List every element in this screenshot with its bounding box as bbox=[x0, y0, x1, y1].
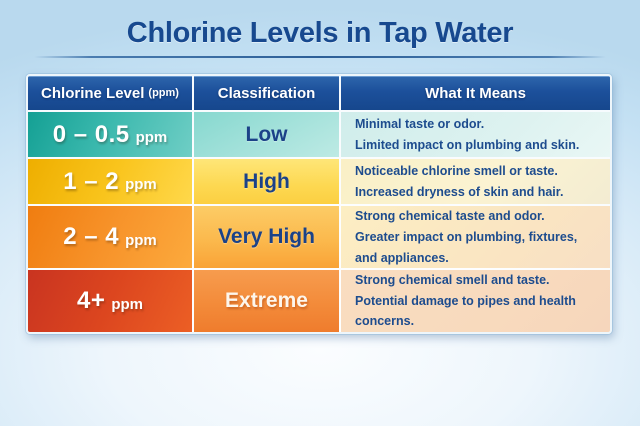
level-unit: ppm bbox=[111, 295, 144, 313]
column-header-chlorine-level-label: Chlorine Level bbox=[41, 84, 145, 102]
level-unit: ppm bbox=[125, 176, 157, 194]
column-header-classification-label: Classification bbox=[217, 84, 316, 102]
meaning-line: Increased dryness of skin and hair. bbox=[355, 184, 564, 199]
column-header-ppm-unit: (ppm) bbox=[148, 87, 179, 99]
table-row-high-classification-cell: High bbox=[194, 159, 339, 205]
column-header-what-it-means: What It Means bbox=[341, 76, 610, 110]
table-row-very-high-meaning-cell: Strong chemical taste and odor. Greater … bbox=[341, 206, 610, 269]
meaning-line: Minimal taste or odor. bbox=[355, 116, 485, 131]
classification-value: Low bbox=[245, 122, 288, 146]
table-row-low-classification-cell: Low bbox=[194, 112, 339, 158]
table-row-low-meaning-cell: Minimal taste or odor. Limited impact on… bbox=[341, 112, 610, 158]
table-row-very-high-classification-cell: Very High bbox=[194, 206, 339, 269]
column-header-chlorine-level: Chlorine Level (ppm) bbox=[28, 76, 192, 110]
level-value: 4+ bbox=[76, 287, 106, 315]
table-row-extreme-level-cell: 4+ ppm bbox=[28, 270, 192, 332]
column-header-what-it-means-label: What It Means bbox=[425, 84, 526, 102]
level-value: 2 – 4 bbox=[63, 223, 120, 251]
title-underline bbox=[34, 56, 606, 58]
meaning-line: Limited impact on plumbing and skin. bbox=[355, 137, 580, 152]
column-header-classification: Classification bbox=[194, 76, 339, 110]
meaning-line: Strong chemical taste and odor. bbox=[355, 209, 545, 224]
table-row-extreme-meaning-cell: Strong chemical smell and taste. Potenti… bbox=[341, 270, 610, 332]
chlorine-levels-table: Chlorine Level (ppm) Classification What… bbox=[26, 74, 612, 334]
table-row-low-level-cell: 0 – 0.5 ppm bbox=[28, 112, 192, 158]
meaning-line: Strong chemical smell and taste. bbox=[355, 273, 550, 288]
level-unit: ppm bbox=[125, 231, 157, 249]
level-value: 0 – 0.5 bbox=[52, 120, 130, 148]
meaning-line: Noticeable chlorine smell or taste. bbox=[355, 164, 558, 179]
page-title: Chlorine Levels in Tap Water bbox=[126, 17, 514, 49]
table-row-high-level-cell: 1 – 2 ppm bbox=[28, 159, 192, 205]
level-value: 1 – 2 bbox=[63, 167, 120, 195]
meaning-line: Potential damage to pipes and health con… bbox=[355, 293, 576, 329]
table-row-high-meaning-cell: Noticeable chlorine smell or taste. Incr… bbox=[341, 159, 610, 205]
meaning-line: Greater impact on plumbing, fixtures, an… bbox=[355, 229, 578, 265]
level-unit: ppm bbox=[135, 129, 168, 147]
classification-value: Extreme bbox=[225, 289, 308, 313]
classification-value: Very High bbox=[218, 225, 315, 249]
table-row-extreme-classification-cell: Extreme bbox=[194, 270, 339, 332]
table-row-very-high-level-cell: 2 – 4 ppm bbox=[28, 206, 192, 269]
classification-value: High bbox=[243, 169, 290, 193]
